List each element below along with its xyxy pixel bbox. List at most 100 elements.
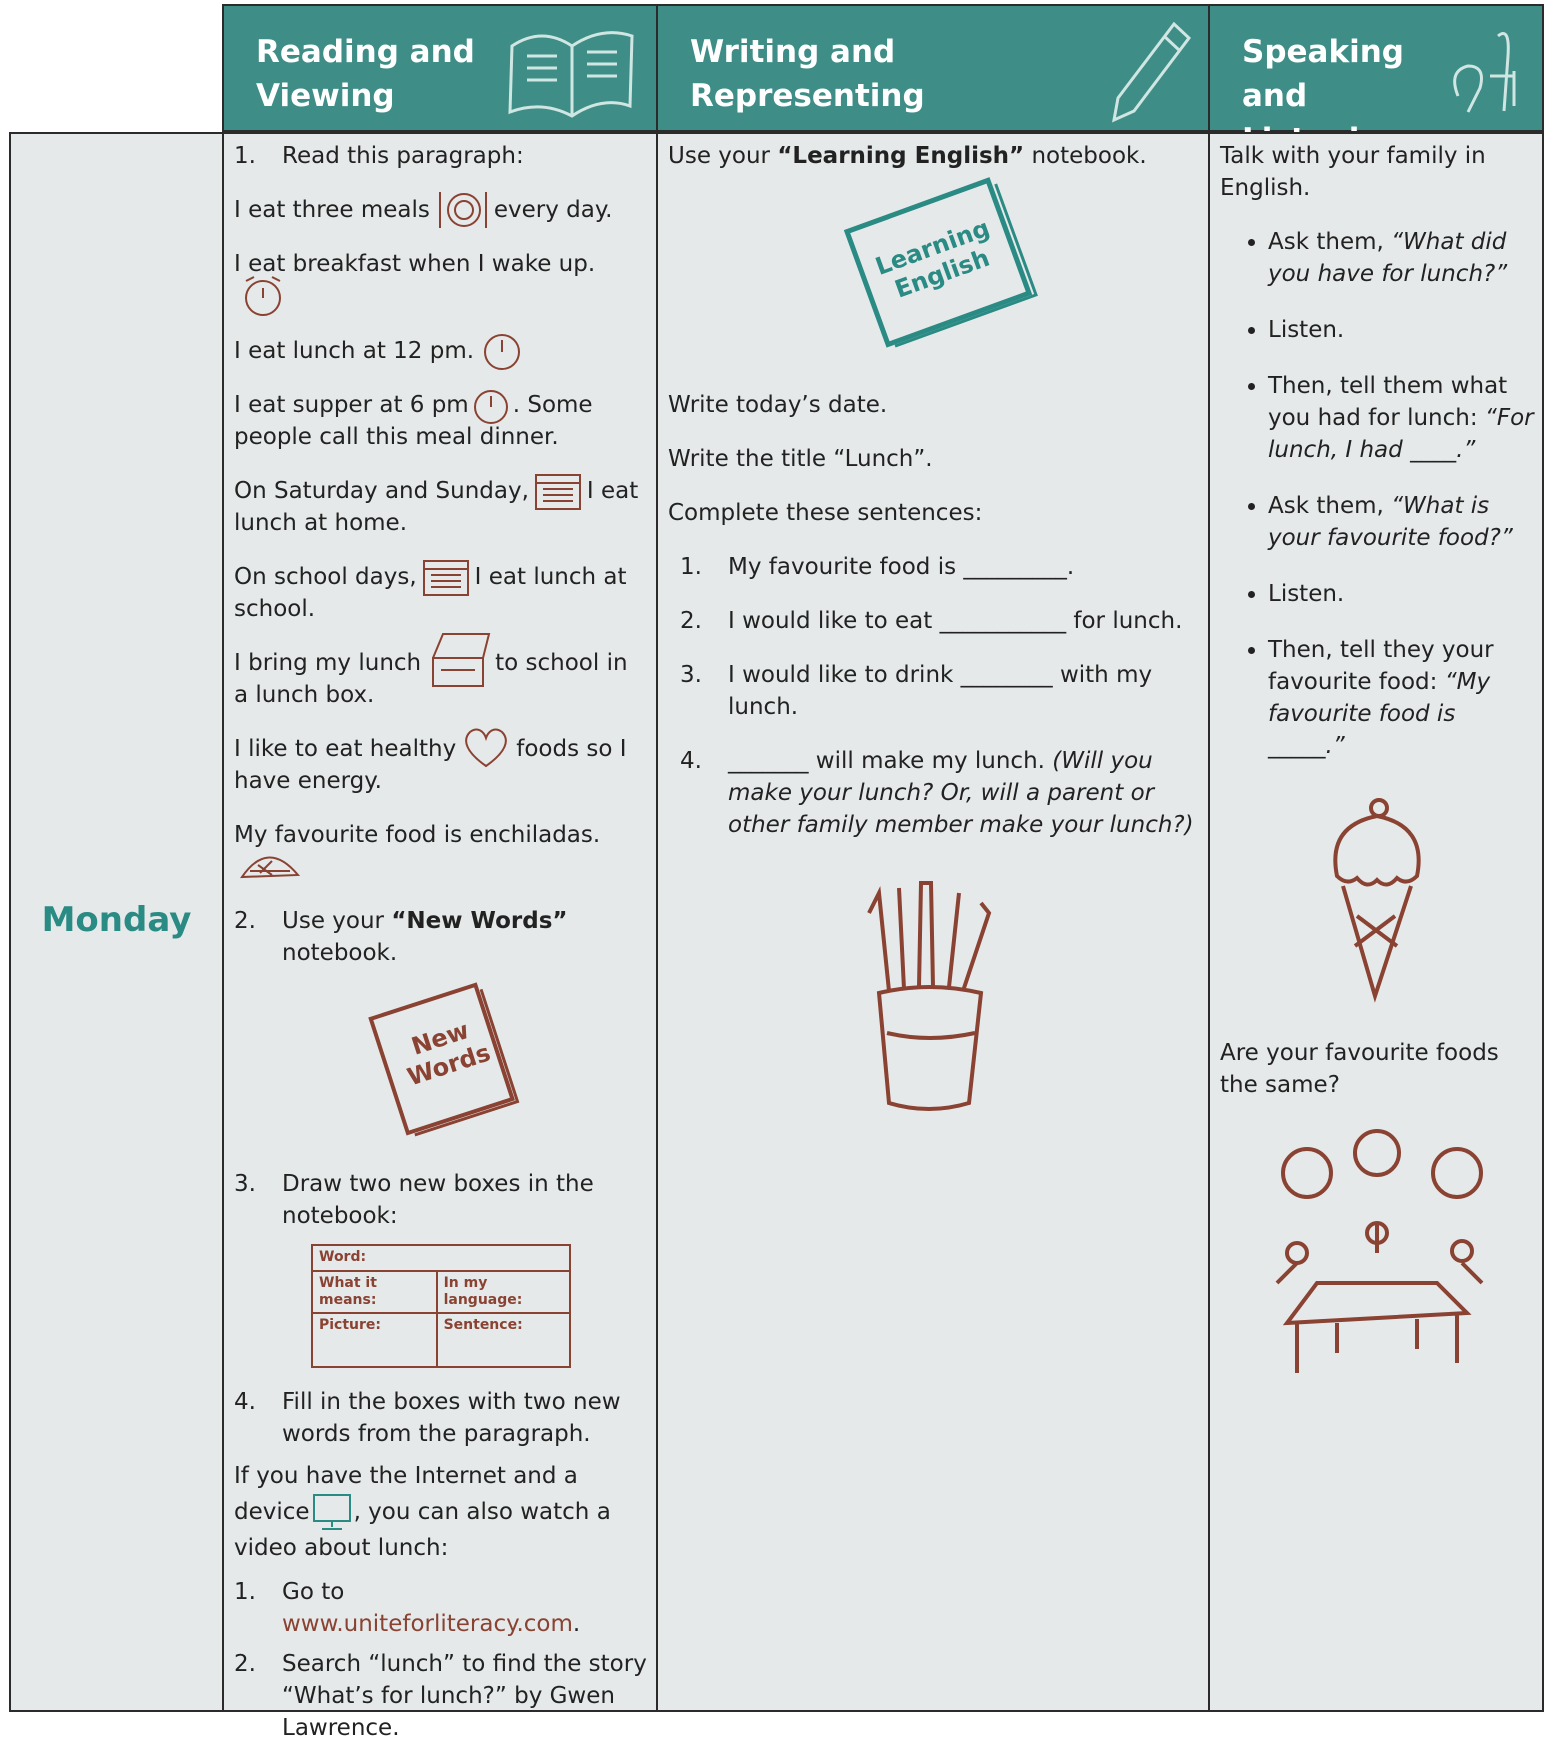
text: “My favourite food is _____.” xyxy=(1268,669,1491,759)
element xyxy=(1431,1147,1483,1199)
text: “What is your favourite food?” xyxy=(1268,493,1513,551)
ice-cream-image xyxy=(1333,798,1421,1003)
text: “New Words” xyxy=(391,907,568,934)
icon xyxy=(534,474,581,510)
text: I eat lunch at school. xyxy=(234,563,627,622)
num: 4. xyxy=(234,1388,256,1415)
element: On school days, I eat lunch at school. xyxy=(234,560,648,625)
element xyxy=(1353,1129,1401,1177)
text: (Will you make your lunch? Or, will a pa… xyxy=(728,748,1194,838)
book-icon xyxy=(508,31,634,118)
icon xyxy=(240,856,301,879)
element: 3. I would like to drink ________ with my… xyxy=(680,659,1200,723)
element: I eat supper at 6 pm. Some people call t… xyxy=(234,389,648,453)
element xyxy=(438,191,487,228)
text: notebook. xyxy=(282,939,398,966)
element xyxy=(535,482,580,502)
text: Draw two new boxes in the notebook: xyxy=(282,1170,594,1229)
text: My favourite food is _________. xyxy=(728,554,1075,580)
text: I eat supper at 6 pm xyxy=(234,391,469,418)
element: What it means: In my language: xyxy=(311,1269,572,1314)
speaking-cell: Talk with your family in English. Ask th… xyxy=(1208,132,1544,1712)
column-title: Reading and Viewing xyxy=(256,34,475,114)
element xyxy=(668,863,1200,1122)
element xyxy=(414,988,520,1136)
element: Go to www.uniteforliteracy.com. xyxy=(282,1576,648,1640)
element xyxy=(484,334,521,370)
page: Reading and Viewing Writing and Represen… xyxy=(0,0,1551,1702)
element: 4. Fill in the boxes with two new words f… xyxy=(234,1386,648,1450)
element: Use your “Learning English” notebook. xyxy=(668,140,1200,172)
bullet-list: Ask them, “What did you have for lunch?”… xyxy=(1220,226,1534,762)
element: On Saturday and Sunday, I eat lunch at ho… xyxy=(234,474,648,539)
element xyxy=(508,31,634,118)
element xyxy=(1112,21,1192,123)
element: 1. My favourite food is _________. 2. I wo… xyxy=(668,551,1200,841)
icon xyxy=(432,633,491,687)
element: Picture: Sentence: xyxy=(311,1311,572,1368)
text: I eat breakfast when I wake up. xyxy=(234,251,596,277)
icon xyxy=(312,1494,351,1530)
text: Search “lunch” to find the story “What’s… xyxy=(282,1650,647,1741)
text: I eat three meals xyxy=(234,197,430,223)
text: “Learning English” xyxy=(777,143,1025,169)
element: I eat three meals every day. xyxy=(234,191,648,228)
text: Listen. xyxy=(1268,314,1534,346)
element xyxy=(312,1494,351,1530)
element xyxy=(1281,1147,1333,1199)
text: Read this paragraph: xyxy=(282,143,524,169)
text: If you have the Internet and a device xyxy=(234,1462,578,1525)
element xyxy=(473,390,508,424)
text: Listen. xyxy=(1268,578,1534,610)
header-writing: Writing and Representing xyxy=(656,4,1210,132)
element xyxy=(432,633,491,687)
text: What it means: xyxy=(311,1269,438,1314)
num: 2. xyxy=(234,1650,256,1677)
text: I bring my lunch xyxy=(234,649,422,676)
element xyxy=(438,191,487,228)
text: Talk with your family in English. xyxy=(1220,143,1486,201)
element xyxy=(1333,813,1421,887)
element: _______ will make my lunch. (Will you ma… xyxy=(728,745,1200,841)
text: “For lunch, I had ____.” xyxy=(1268,405,1534,463)
text: On school days, xyxy=(234,563,417,590)
writing-cell: Use your “Learning English” notebook. Le… xyxy=(656,132,1210,1712)
element xyxy=(368,981,515,1135)
pencil-cup-image xyxy=(867,881,992,1111)
element xyxy=(1285,1241,1309,1265)
text: In my language: xyxy=(435,1269,572,1314)
element: 2. Search “lunch” to find the story “What… xyxy=(234,1648,648,1744)
text: 1. xyxy=(680,554,702,580)
element xyxy=(321,1521,342,1530)
text: notebook. xyxy=(1024,143,1147,169)
element xyxy=(432,657,485,687)
element: Use your “New Words” notebook. xyxy=(282,905,648,969)
element xyxy=(484,334,521,370)
text: Write the title “Lunch”. xyxy=(668,446,933,472)
text: Word: xyxy=(311,1243,571,1272)
element: If you have the Internet and a device, y… xyxy=(234,1458,648,1566)
text: _______ will make my lunch. xyxy=(728,748,1053,774)
icon xyxy=(473,390,508,424)
text: On Saturday and Sunday, xyxy=(234,477,529,504)
family-talk-image xyxy=(1275,1129,1484,1373)
num: 3. xyxy=(234,1170,256,1197)
element xyxy=(1369,798,1389,818)
text: Then, tell them what you had for lunch: xyxy=(1268,373,1508,431)
element xyxy=(446,192,481,227)
element: Ask them, “What did you have for lunch?” xyxy=(1268,226,1534,290)
word-box: Word: What it means: In my language: Pictur… xyxy=(311,1243,572,1368)
text: foods so I have energy. xyxy=(234,735,627,794)
element xyxy=(422,560,469,596)
text: I like to eat healthy xyxy=(234,735,457,762)
element: 1. Go to www.uniteforliteracy.com. xyxy=(234,1576,648,1640)
link[interactable]: www.uniteforliteracy.com xyxy=(282,1610,573,1637)
element xyxy=(432,633,491,671)
text: Ask them, xyxy=(1268,493,1392,519)
icon xyxy=(465,728,507,768)
element: 1. Read this paragraph: xyxy=(234,140,648,172)
element xyxy=(894,183,1038,348)
num: 1. xyxy=(234,143,256,169)
